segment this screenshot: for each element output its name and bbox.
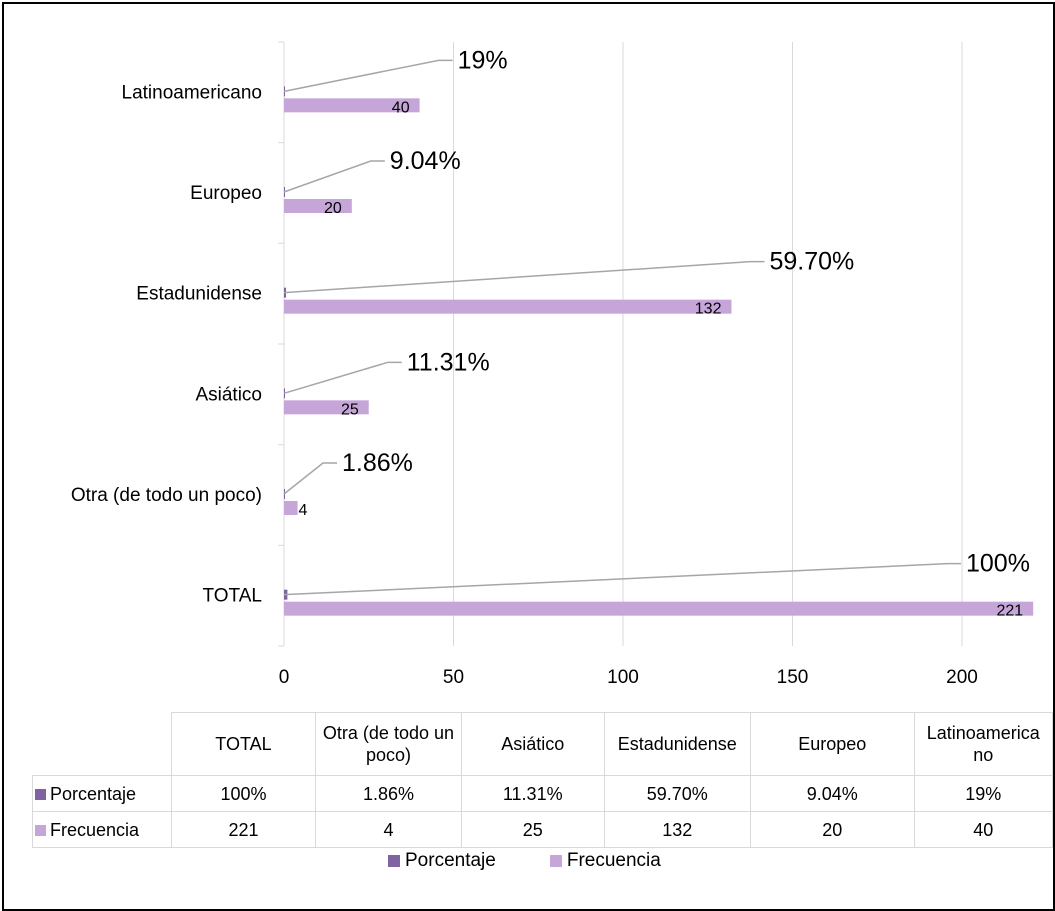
table-cell: 9.04% <box>750 776 914 812</box>
table-series-name: Porcentaje <box>33 776 172 812</box>
table-header-cell: Latinoamerica no <box>914 713 1052 776</box>
table-cell: 221 <box>171 812 315 848</box>
table-corner-cell <box>33 713 172 776</box>
legend-swatch <box>388 855 400 867</box>
table-cell: 11.31% <box>461 776 604 812</box>
porcentaje-data-label: 9.04% <box>390 147 461 175</box>
table-cell: 4 <box>316 812 462 848</box>
table-cell: 100% <box>171 776 315 812</box>
frecuencia-data-label: 25 <box>341 401 359 418</box>
legend-swatch <box>550 855 562 867</box>
table-cell: 1.86% <box>316 776 462 812</box>
porcentaje-leader-line <box>284 161 385 192</box>
legend-item: Frecuencia <box>550 850 661 872</box>
table-header-cell: Europeo <box>750 713 914 776</box>
table-header-cell: Estadunidense <box>604 713 750 776</box>
table-series-name: Frecuencia <box>33 812 172 848</box>
frecuencia-data-label: 132 <box>695 301 722 318</box>
category-label: Otra (de todo un poco) <box>71 485 262 506</box>
series-swatch <box>35 825 46 836</box>
table-cell: 25 <box>461 812 604 848</box>
porcentaje-data-label: 1.86% <box>342 449 413 477</box>
frecuencia-bar <box>284 300 731 314</box>
table-header-cell: TOTAL <box>171 713 315 776</box>
porcentaje-leader-line <box>284 463 337 494</box>
frecuencia-data-label: 4 <box>299 502 308 519</box>
frecuencia-bar <box>284 501 298 515</box>
porcentaje-data-label: 11.31% <box>407 348 490 376</box>
porcentaje-leader-line <box>284 362 402 393</box>
porcentaje-leader-line <box>284 262 764 293</box>
x-tick-label: 100 <box>607 667 639 688</box>
table-header-cell: Otra (de todo un poco) <box>316 713 462 776</box>
table-row: Frecuencia 221 4 25 132 20 40 <box>33 812 1053 848</box>
category-label: TOTAL <box>203 586 262 607</box>
frecuencia-bar <box>284 602 1033 616</box>
porcentaje-leader-line <box>284 60 453 91</box>
series-swatch <box>35 789 46 800</box>
category-label: Estadunidense <box>136 284 262 305</box>
x-tick-label: 50 <box>443 667 464 688</box>
legend-item: Porcentaje <box>388 850 496 872</box>
frecuencia-data-label: 221 <box>996 603 1023 620</box>
x-tick-label: 150 <box>777 667 809 688</box>
x-tick-label: 200 <box>946 667 978 688</box>
table-cell: 40 <box>914 812 1052 848</box>
table-header-row: TOTAL Otra (de todo un poco) Asiático Estad… <box>33 713 1053 776</box>
porcentaje-data-label: 59.70% <box>769 248 854 276</box>
table-header-cell: Asiático <box>461 713 604 776</box>
category-label: Europeo <box>190 183 262 204</box>
table-row: Porcentaje 100% 1.86% 11.31% 59.70% 9.04% 19% <box>33 776 1053 812</box>
frecuencia-data-label: 20 <box>324 200 342 217</box>
data-table: TOTAL Otra (de todo un poco) Asiático Estad… <box>32 712 1053 848</box>
porcentaje-data-label: 19% <box>458 46 508 74</box>
table-cell: 20 <box>750 812 914 848</box>
table-cell: 132 <box>604 812 750 848</box>
category-label: Asiático <box>195 384 262 405</box>
legend: Porcentaje Frecuencia <box>388 850 661 872</box>
porcentaje-data-label: 100% <box>966 550 1030 578</box>
category-label: Latinoamericano <box>122 82 262 103</box>
table-cell: 59.70% <box>604 776 750 812</box>
legend-label: Frecuencia <box>567 850 661 872</box>
legend-label: Porcentaje <box>405 850 496 872</box>
frecuencia-data-label: 40 <box>392 99 410 116</box>
table-cell: 19% <box>914 776 1052 812</box>
x-tick-label: 0 <box>279 667 290 688</box>
